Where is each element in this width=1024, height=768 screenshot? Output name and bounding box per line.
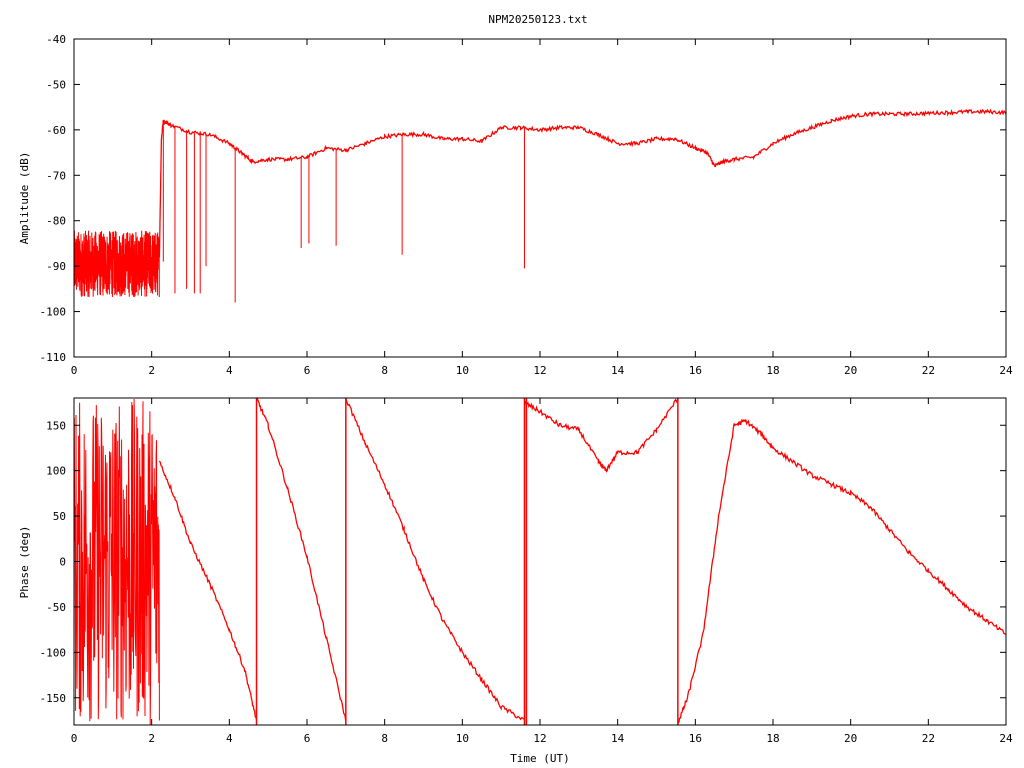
x-tick-label: 22 [922,732,935,745]
y-tick-label: 150 [46,419,66,432]
phase-noise [73,398,160,725]
amplitude-plot-area [73,108,1007,303]
phase-line [524,398,679,473]
y-tick-label: -50 [46,601,66,614]
phase-line [256,397,347,722]
amplitude-panel: 0 2 4 6 8 10 12 14 16 18 20 22 24-40-50-60-70-80-90-… [18,33,1013,377]
y-tick-label: -80 [46,215,66,228]
x-tick-label: 0 [71,364,78,377]
x-tick-label: 2 [148,364,155,377]
x-tick-label: 16 [689,732,702,745]
y-tick-label: 0 [59,556,66,569]
chart-title: NPM20250123.txt [488,13,587,26]
x-tick-label: 20 [844,732,857,745]
y-tick-label: -100 [40,646,67,659]
x-tick-label: 14 [611,364,625,377]
phase-ylabel: Phase (deg) [18,526,31,599]
y-tick-label: -150 [40,692,67,705]
amplitude-noise [73,230,160,298]
y-tick-label: -100 [40,306,67,319]
y-tick-label: -50 [46,78,66,91]
x-tick-label: 4 [226,364,233,377]
x-tick-label: 10 [456,732,469,745]
phase-panel: 0 2 4 6 8 10 12 14 16 18 20 22 24150100500-50-100-15… [18,397,1013,765]
phase-xlabel: Time (UT) [510,752,570,765]
x-tick-label: 4 [226,732,233,745]
y-tick-label: 50 [53,510,66,523]
y-tick-label: -40 [46,33,66,46]
x-tick-label: 10 [456,364,469,377]
x-tick-label: 12 [533,364,546,377]
amplitude-axes: 0 2 4 6 8 10 12 14 16 18 20 22 24-40-50-60-70-80-90-… [40,33,1013,377]
x-tick-label: 2 [148,732,155,745]
x-tick-label: 8 [381,732,388,745]
phase-line [677,418,1007,725]
amplitude-line [158,108,1007,258]
phase-axes: 0 2 4 6 8 10 12 14 16 18 20 22 24150100500-50-100-15… [40,398,1013,745]
amplitude-ylabel: Amplitude (dB) [18,152,31,245]
y-tick-label: -90 [46,260,66,273]
phase-line [158,460,258,720]
x-tick-label: 18 [766,732,779,745]
y-tick-label: -110 [40,351,67,364]
y-tick-label: 100 [46,465,66,478]
x-tick-label: 22 [922,364,935,377]
x-tick-label: 6 [304,732,311,745]
phase-line [345,397,525,721]
x-tick-label: 18 [766,364,779,377]
x-tick-label: 16 [689,364,702,377]
x-tick-label: 12 [533,732,546,745]
x-tick-label: 24 [999,364,1013,377]
x-tick-label: 24 [999,732,1013,745]
x-tick-label: 6 [304,364,311,377]
amplitude-frame [73,38,1007,358]
x-tick-label: 8 [381,364,388,377]
x-tick-label: 14 [611,732,625,745]
x-tick-label: 0 [71,732,78,745]
y-tick-label: -70 [46,169,66,182]
x-tick-label: 20 [844,364,857,377]
phase-plot-area [73,397,1007,725]
phase-frame [73,397,1007,726]
y-tick-label: -60 [46,124,66,137]
